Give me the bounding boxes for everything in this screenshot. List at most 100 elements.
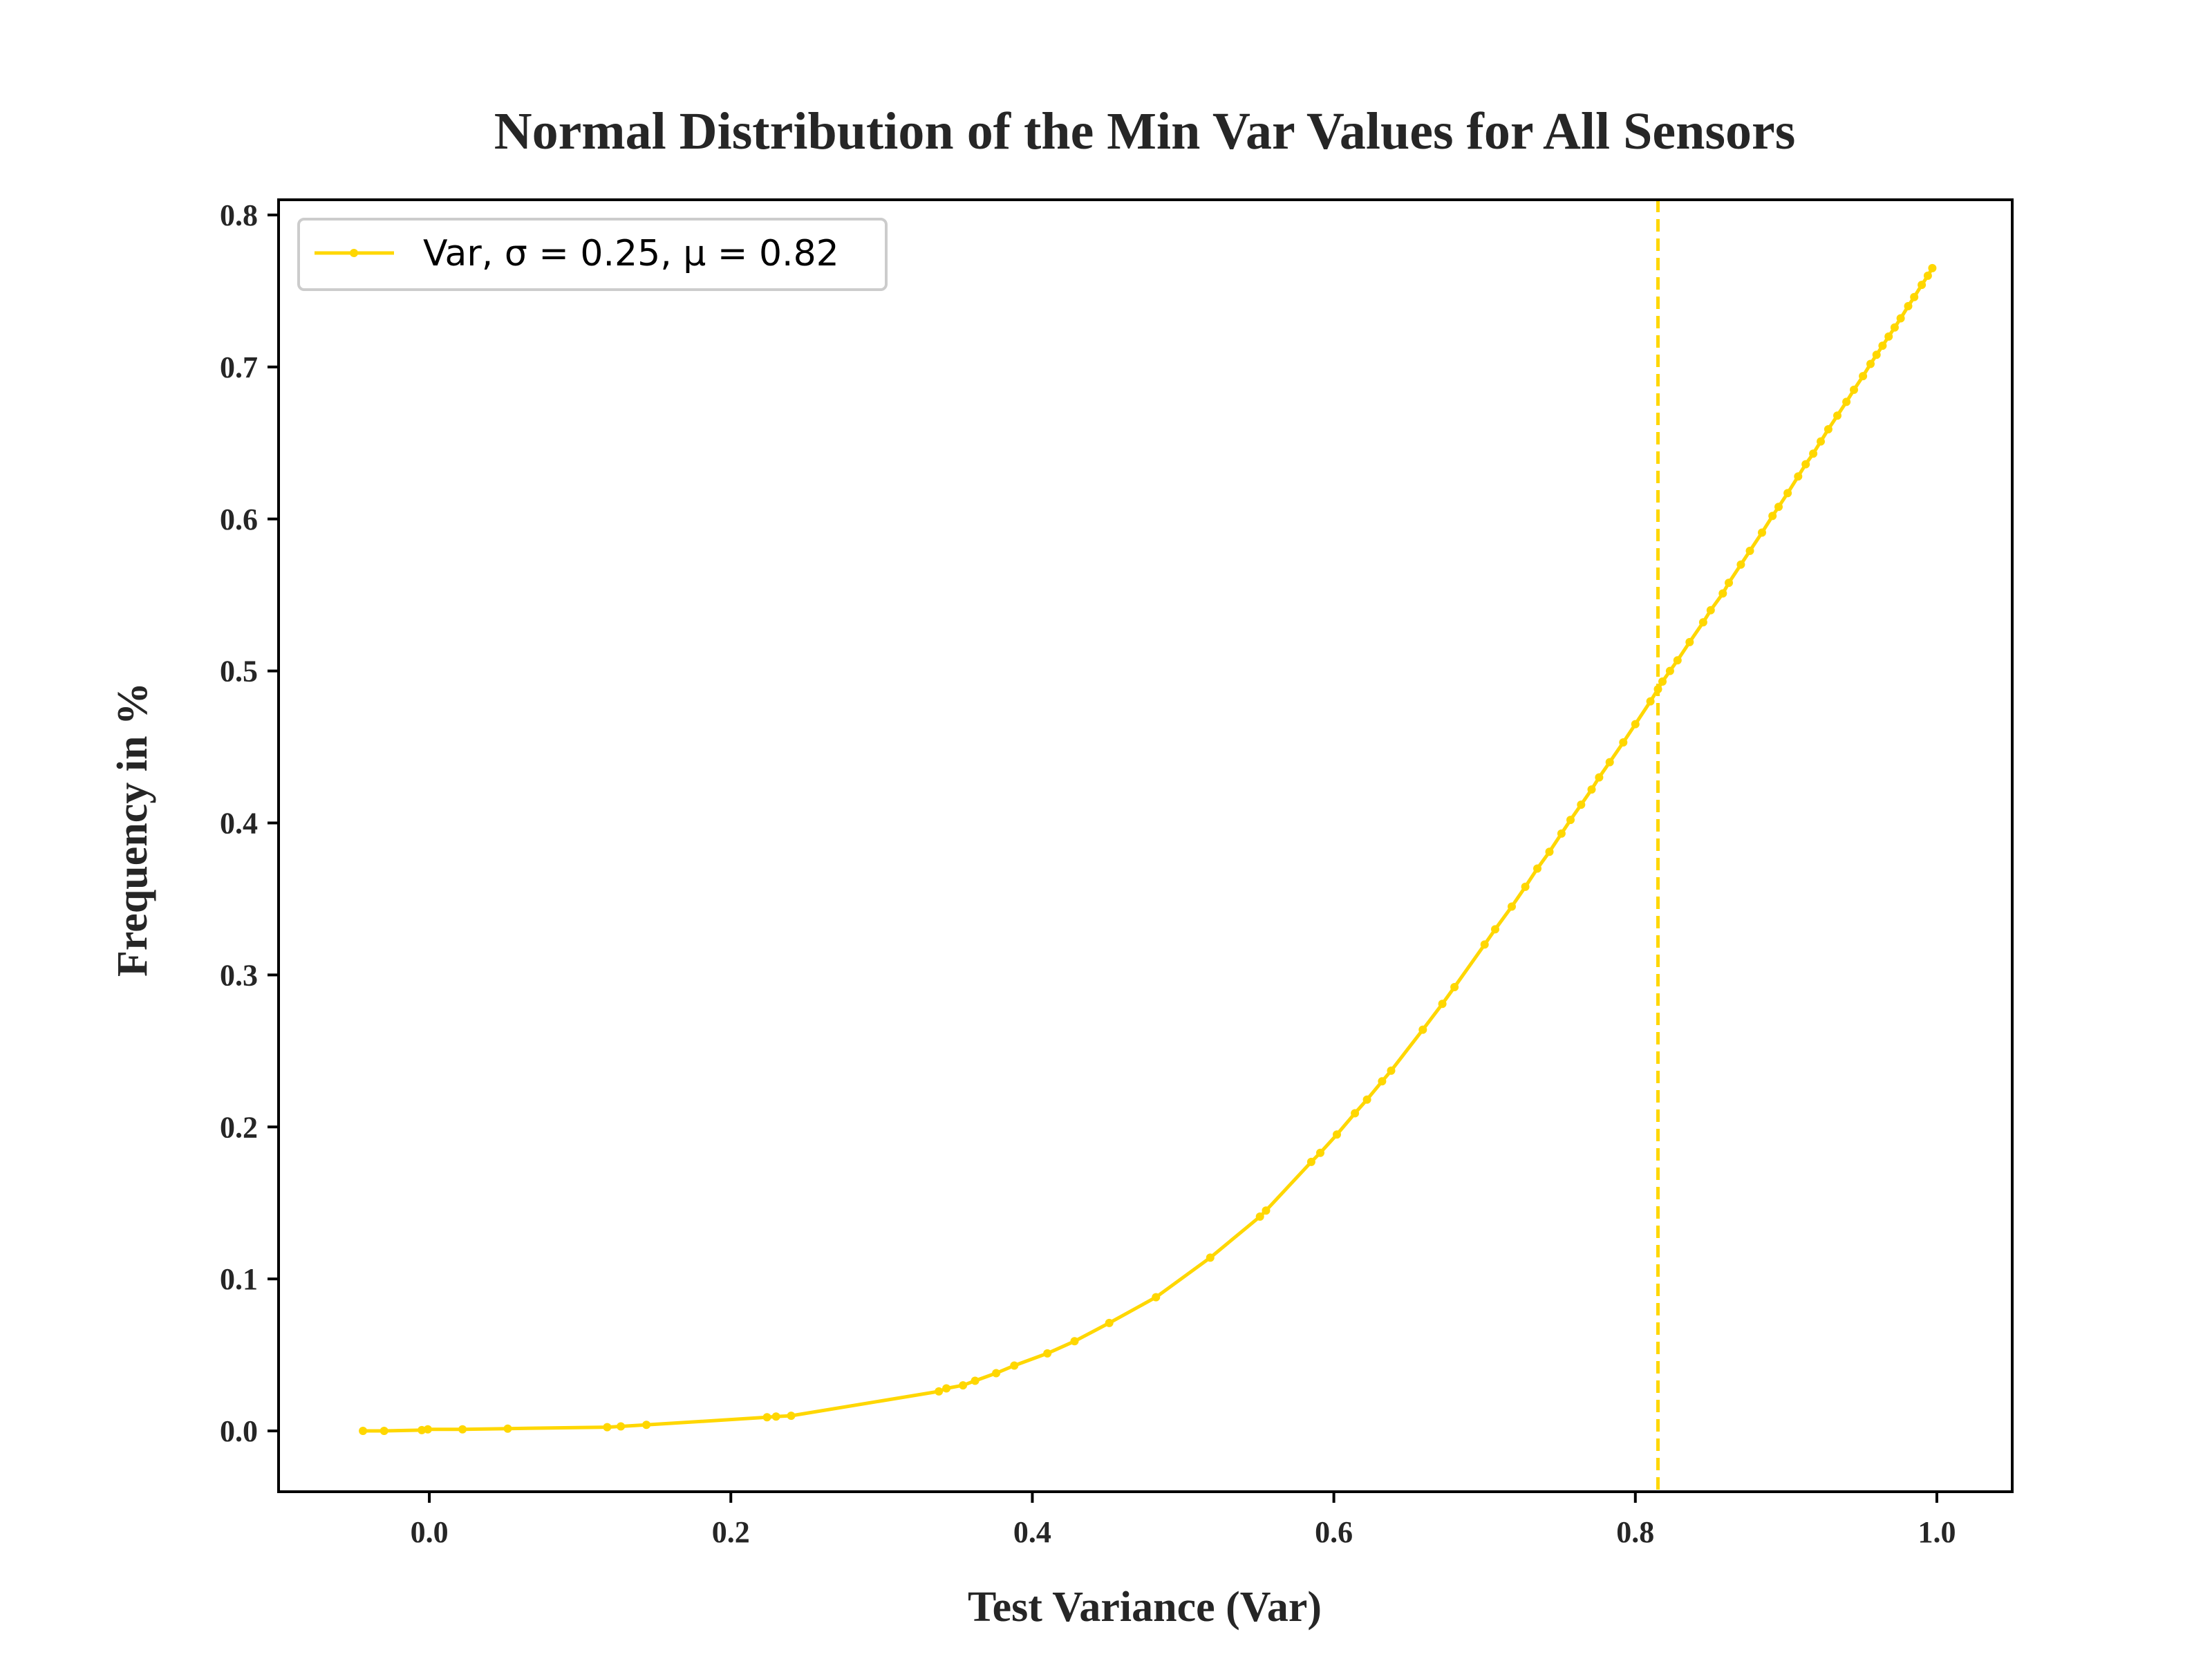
legend-label: Var, σ = 0.25, μ = 0.82 (423, 233, 839, 274)
data-point (1758, 528, 1766, 537)
y-tick-label: 0.5 (220, 655, 258, 688)
x-tick-label: 0.4 (1013, 1515, 1051, 1549)
data-point (603, 1423, 612, 1432)
data-point (1824, 425, 1833, 433)
data-point (1872, 350, 1881, 359)
data-point (642, 1421, 651, 1430)
data-point (1533, 864, 1541, 873)
data-point (1010, 1361, 1019, 1370)
y-tick-label: 0.3 (220, 958, 258, 992)
data-point (1736, 560, 1745, 569)
data-point (1768, 512, 1777, 521)
data-point (1545, 847, 1554, 856)
data-point (787, 1412, 796, 1421)
y-tick-label: 0.2 (220, 1110, 258, 1144)
legend-box (297, 218, 888, 291)
data-point (503, 1424, 512, 1433)
data-point (458, 1425, 467, 1434)
data-point (1850, 385, 1858, 394)
data-point (935, 1387, 944, 1396)
data-point (942, 1384, 951, 1393)
data-point (971, 1376, 980, 1385)
y-axis-label: Frequency in % (109, 682, 156, 977)
x-tick-label: 1.0 (1918, 1515, 1956, 1549)
data-point (1521, 882, 1530, 891)
data-point (1587, 785, 1596, 794)
legend: Var, σ = 0.25, μ = 0.82 (297, 218, 888, 291)
data-point (762, 1413, 771, 1422)
x-axis: 0.0 0.2 0.4 0.6 0.8 1.0 (411, 1492, 1956, 1549)
x-axis-label: Test Variance (Var) (968, 1584, 1322, 1631)
data-point (1928, 263, 1937, 272)
data-point (1566, 816, 1575, 825)
legend-marker (350, 249, 358, 257)
data-point (1878, 341, 1887, 350)
y-tick-label: 0.8 (220, 198, 258, 232)
data-point (1619, 738, 1628, 747)
data-point (1646, 697, 1655, 706)
data-point (1450, 983, 1459, 991)
data-point (1774, 503, 1783, 512)
data-point (1418, 1025, 1427, 1034)
data-point (1745, 546, 1754, 555)
y-tick-label: 0.6 (220, 503, 258, 536)
data-point (1070, 1337, 1079, 1346)
data-point (1842, 397, 1851, 406)
data-point (1890, 323, 1899, 332)
data-point (379, 1427, 388, 1435)
data-point (1673, 656, 1682, 665)
y-tick-label: 0.7 (220, 350, 258, 384)
data-point (1206, 1253, 1215, 1262)
data-point (1718, 589, 1727, 598)
plot-area (277, 198, 2014, 1493)
data-point (1801, 460, 1810, 469)
data-point (1333, 1130, 1341, 1139)
data-point (1665, 666, 1674, 675)
data-point (1725, 579, 1733, 588)
data-point (1859, 372, 1868, 381)
data-point (1833, 411, 1841, 420)
data-point (1866, 359, 1875, 368)
data-point (1896, 314, 1905, 323)
chart-title: Normal Distribution of the Min Var Value… (494, 102, 1796, 160)
data-point (1438, 1000, 1447, 1009)
data-point (1631, 720, 1640, 729)
data-point (1306, 1157, 1315, 1166)
data-point (771, 1412, 780, 1421)
data-point (1577, 800, 1586, 809)
data-point (1706, 606, 1715, 615)
data-point (1817, 437, 1825, 446)
data-point (1794, 472, 1803, 481)
data-point (1783, 489, 1792, 498)
x-tick-label: 0.8 (1616, 1515, 1654, 1549)
data-point (1491, 925, 1499, 934)
x-tick-label: 0.2 (712, 1515, 750, 1549)
x-tick-label: 0.0 (411, 1515, 449, 1549)
y-tick-label: 0.4 (220, 807, 258, 841)
data-point (1685, 637, 1694, 646)
data-point (1043, 1349, 1052, 1358)
data-point (1255, 1212, 1264, 1221)
data-point (423, 1425, 432, 1434)
data-point (1508, 902, 1516, 911)
data-point (1152, 1293, 1161, 1302)
data-point (617, 1422, 626, 1431)
data-point (1658, 677, 1667, 686)
data-point (1904, 301, 1913, 310)
data-point (418, 1425, 427, 1434)
data-point (1595, 773, 1604, 782)
data-point (1910, 292, 1919, 301)
y-tick-label: 0.1 (220, 1262, 258, 1296)
data-point (1557, 829, 1566, 838)
data-point (1351, 1109, 1360, 1118)
data-point (1698, 618, 1707, 627)
data-point (1923, 271, 1932, 280)
data-point (1378, 1077, 1387, 1086)
data-point (1105, 1318, 1114, 1327)
data-point (1262, 1206, 1271, 1215)
data-point (1387, 1066, 1396, 1075)
y-axis: 0.0 0.1 0.2 0.3 0.4 0.5 0.6 0.7 0.8 (220, 198, 279, 1448)
series-line-0 (361, 266, 1934, 1433)
y-tick-label: 0.0 (220, 1414, 258, 1448)
